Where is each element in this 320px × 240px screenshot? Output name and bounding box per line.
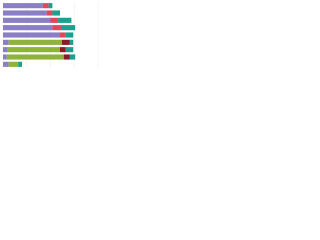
bar-segment [18,61,22,67]
bar-segment [8,39,62,45]
bar-segment [8,61,19,67]
bar-segment [52,25,61,31]
bar-segment [60,47,66,53]
chart [3,2,99,68]
bar-segment [63,54,70,60]
bar-segment [3,47,8,53]
bar-segment [46,10,53,16]
bar-segment [60,25,76,31]
bar-segment [69,39,74,45]
bar-segment [7,47,60,53]
bar-segment [65,32,74,38]
bar-segment [6,54,64,60]
bar-segment [3,54,7,60]
bar-segment [58,17,72,23]
bar-segment [3,32,60,38]
bar-segment [52,10,60,16]
bar-segment [3,39,9,45]
bar-segment [3,61,9,67]
bar-segment [60,32,66,38]
bar-segment [69,54,76,60]
bar-segment [3,17,51,23]
bar-segment [50,17,59,23]
bar-segment [3,25,53,31]
bar-segment [42,3,49,9]
bar-segment [3,3,43,9]
bar-segment [48,3,53,9]
bar-segment [61,39,70,45]
bar-segment [3,10,47,16]
bar-segment [65,47,74,53]
